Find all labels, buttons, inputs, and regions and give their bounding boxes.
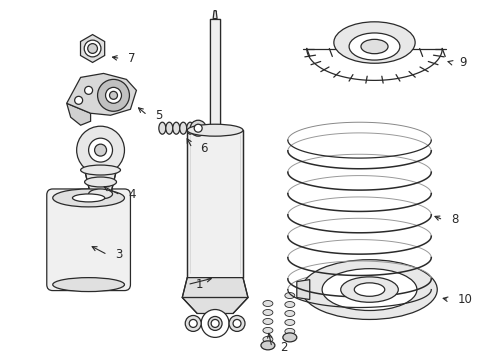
Polygon shape [182, 278, 248, 298]
Ellipse shape [180, 122, 187, 134]
Ellipse shape [261, 341, 275, 350]
Circle shape [190, 120, 206, 136]
Circle shape [201, 310, 229, 337]
Text: 2: 2 [280, 341, 287, 354]
Polygon shape [67, 73, 136, 115]
Circle shape [105, 87, 122, 103]
Polygon shape [213, 11, 217, 19]
Text: 7: 7 [128, 52, 136, 65]
Ellipse shape [173, 122, 180, 134]
Ellipse shape [187, 124, 243, 136]
Text: 5: 5 [155, 109, 163, 122]
Circle shape [76, 126, 124, 174]
Circle shape [84, 40, 101, 57]
Ellipse shape [187, 122, 194, 134]
Ellipse shape [285, 310, 295, 316]
Ellipse shape [263, 301, 273, 306]
Ellipse shape [285, 302, 295, 307]
Polygon shape [297, 280, 310, 300]
Circle shape [194, 124, 202, 132]
Ellipse shape [341, 277, 398, 302]
Text: 8: 8 [451, 213, 459, 226]
Ellipse shape [334, 22, 415, 63]
Circle shape [98, 80, 129, 111]
Ellipse shape [285, 328, 295, 334]
Ellipse shape [285, 319, 295, 325]
Ellipse shape [302, 260, 437, 319]
Text: 1: 1 [195, 278, 203, 291]
Ellipse shape [263, 328, 273, 333]
Text: 3: 3 [116, 248, 123, 261]
Ellipse shape [73, 194, 105, 202]
FancyBboxPatch shape [47, 189, 130, 291]
Circle shape [185, 315, 201, 332]
Text: 4: 4 [128, 188, 136, 202]
Ellipse shape [263, 310, 273, 315]
Ellipse shape [349, 33, 400, 60]
Circle shape [233, 319, 241, 328]
Ellipse shape [85, 177, 117, 187]
Circle shape [208, 316, 222, 330]
Polygon shape [187, 130, 243, 278]
Ellipse shape [166, 122, 173, 134]
Ellipse shape [53, 278, 124, 292]
Polygon shape [182, 298, 248, 314]
Circle shape [229, 315, 245, 332]
Ellipse shape [354, 283, 385, 296]
Circle shape [211, 319, 219, 328]
Ellipse shape [285, 293, 295, 298]
Ellipse shape [322, 269, 417, 310]
Ellipse shape [81, 165, 121, 175]
Polygon shape [210, 19, 220, 130]
Ellipse shape [263, 319, 273, 324]
Ellipse shape [283, 333, 297, 342]
Ellipse shape [361, 39, 388, 54]
Text: 10: 10 [457, 293, 472, 306]
Circle shape [189, 319, 197, 328]
Circle shape [110, 91, 118, 99]
Ellipse shape [159, 122, 166, 134]
Text: 6: 6 [200, 141, 208, 155]
Polygon shape [80, 35, 105, 62]
Circle shape [95, 144, 106, 156]
Polygon shape [67, 103, 91, 125]
Ellipse shape [53, 189, 124, 207]
Circle shape [85, 86, 93, 94]
Polygon shape [85, 170, 117, 195]
Circle shape [89, 138, 113, 162]
Circle shape [88, 44, 98, 53]
Ellipse shape [263, 336, 273, 342]
Circle shape [74, 96, 83, 104]
Ellipse shape [89, 189, 113, 199]
Text: 9: 9 [459, 56, 466, 69]
